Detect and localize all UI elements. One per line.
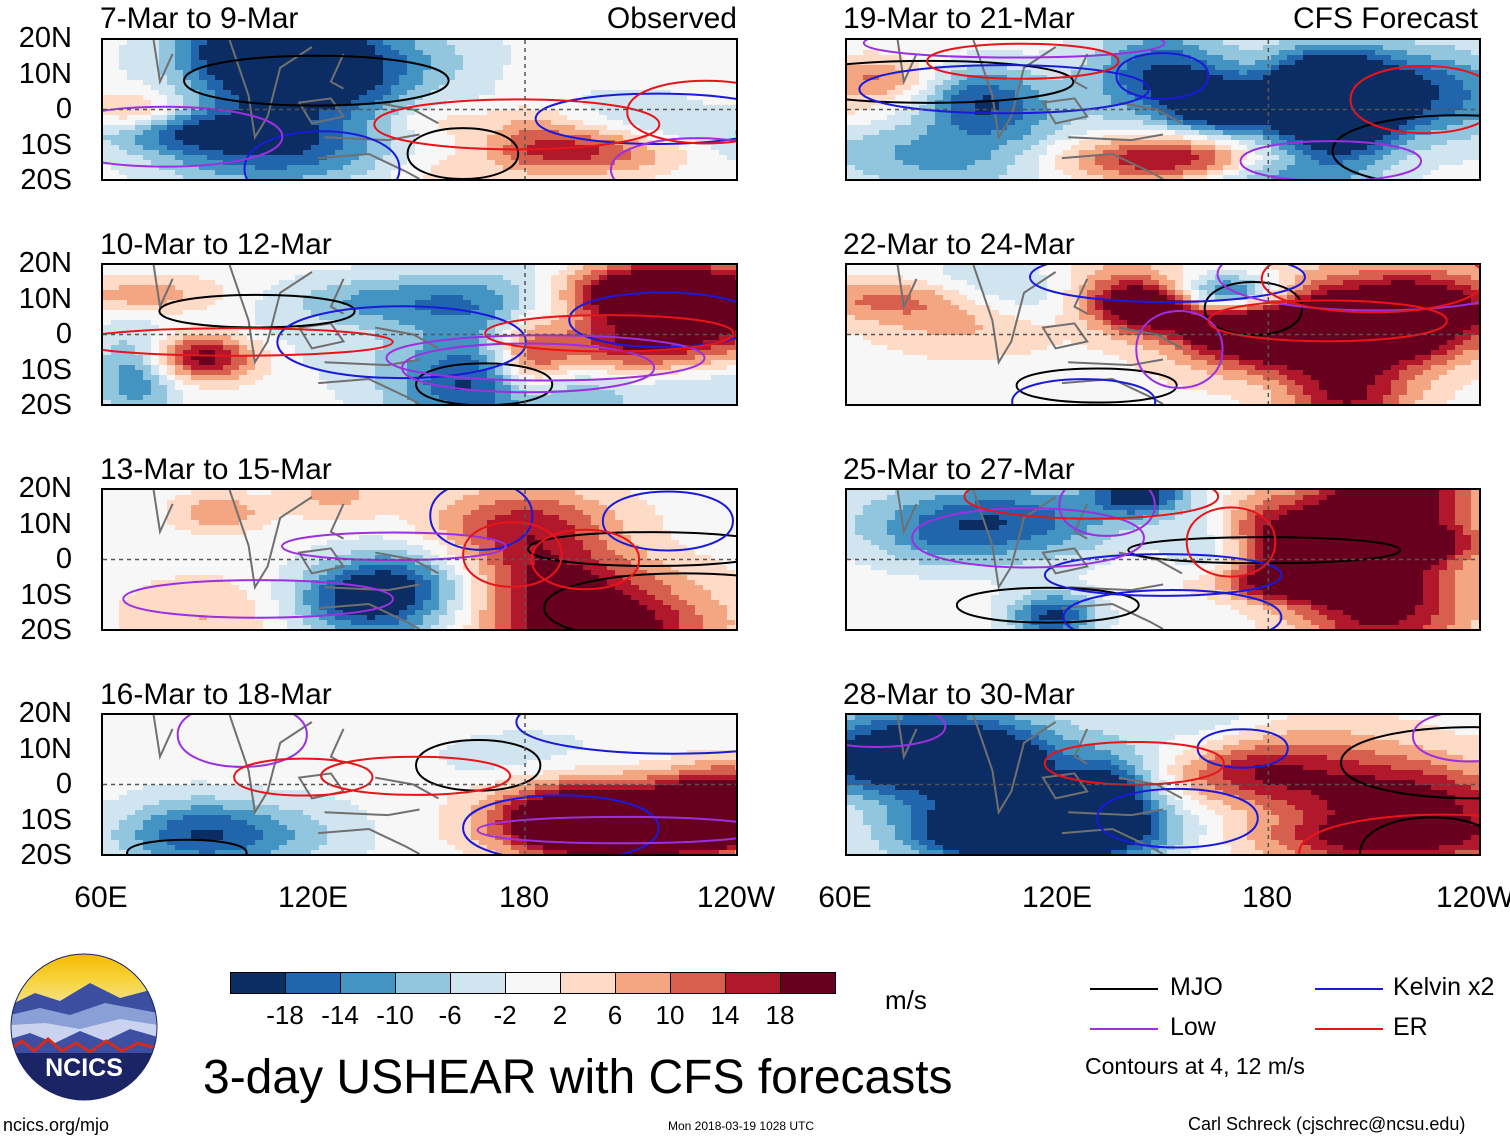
x-tick-label: 180 [498, 881, 550, 914]
colorbar-swatch [285, 972, 341, 994]
heatmap-field [103, 40, 736, 179]
colorbar-swatch [670, 972, 726, 994]
x-tick-label: 120E [277, 881, 349, 914]
column-label: Observed [606, 2, 737, 35]
colorbar-tick-label: -18 [266, 1000, 304, 1030]
heatmap-map [101, 713, 738, 856]
heatmap-map [101, 38, 738, 181]
heatmap-map [101, 488, 738, 631]
panel-period: 16-Mar to 18-Mar [100, 678, 332, 711]
heatmap-field [103, 490, 736, 629]
colorbar-swatch [340, 972, 396, 994]
x-tick-label: 60E [818, 881, 872, 914]
y-tick-label: 20N [18, 22, 72, 54]
panel-period: 28-Mar to 30-Mar [843, 678, 1075, 711]
x-tick-label: 120E [1021, 881, 1093, 914]
legend-label-er: ER [1393, 1013, 1428, 1041]
legend-label-mjo: MJO [1170, 973, 1223, 1001]
heatmap-map [845, 488, 1481, 631]
y-tick-label: 10S [20, 128, 72, 161]
heatmap-map [845, 263, 1481, 406]
colorbar-swatch [230, 972, 286, 994]
panel-period: 7-Mar to 9-Mar [100, 2, 299, 35]
y-tick-label: 20N [18, 472, 72, 504]
author-credit: Carl Schreck (cjschrec@ncsu.edu) [1188, 1114, 1466, 1134]
x-tick-label: 120W [1436, 883, 1510, 913]
y-tick-label: 10S [20, 578, 72, 611]
colorbar-units: m/s [885, 985, 927, 1015]
y-tick-label: 20S [20, 164, 72, 196]
panel-period: 22-Mar to 24-Mar [843, 228, 1075, 261]
heatmap-map [845, 38, 1481, 181]
colorbar-tick-label: 14 [710, 1000, 740, 1030]
legend-label-low: Low [1170, 1013, 1216, 1041]
heatmap-field [847, 715, 1479, 854]
chart-title: 3-day USHEAR with CFS forecasts [203, 1051, 953, 1104]
colorbar-swatch [725, 972, 781, 994]
y-tick-label: 0 [55, 768, 72, 800]
colorbar-tick-label: 10 [655, 1000, 685, 1030]
colorbar-tick-label: 18 [765, 1000, 795, 1030]
y-tick-label: 10N [18, 732, 72, 765]
heatmap-field [847, 40, 1479, 179]
timestamp: Mon 2018-03-19 1028 UTC [668, 1119, 815, 1133]
site-link[interactable]: ncics.org/mjo [3, 1115, 110, 1135]
colorbar-swatch [780, 972, 836, 994]
y-tick-label: 20N [18, 697, 72, 729]
colorbar-tick-label: -2 [493, 1000, 517, 1030]
heatmap-field [847, 490, 1479, 629]
legend-swatch-er [1315, 1028, 1383, 1030]
y-tick-label: 20S [20, 614, 72, 646]
logo-text: NCICS [45, 1054, 123, 1082]
heatmap-map [845, 713, 1481, 856]
colorbar-tick-label: -14 [321, 1000, 359, 1030]
panel-period: 13-Mar to 15-Mar [100, 453, 332, 486]
contour-note: Contours at 4, 12 m/s [1085, 1053, 1305, 1079]
y-tick-label: 0 [55, 543, 72, 575]
column-label: CFS Forecast [1292, 2, 1478, 35]
legend-label-kelvin: Kelvin x2 [1393, 973, 1495, 1001]
colorbar-swatch [395, 972, 451, 994]
y-tick-label: 10S [20, 353, 72, 386]
panel-period: 19-Mar to 21-Mar [843, 2, 1075, 35]
y-tick-label: 10N [18, 282, 72, 315]
y-tick-label: 0 [55, 93, 72, 125]
y-tick-label: 10N [18, 57, 72, 90]
colorbar-tick-label: -6 [438, 1000, 462, 1030]
panel-period: 25-Mar to 27-Mar [843, 453, 1075, 486]
legend-swatch-kelvin [1315, 988, 1383, 990]
legend-swatch-low [1090, 1028, 1158, 1030]
y-tick-label: 20S [20, 839, 72, 871]
colorbar-swatch [505, 972, 561, 994]
y-tick-label: 20S [20, 389, 72, 421]
heatmap-field [103, 715, 736, 854]
colorbar-swatch [560, 972, 616, 994]
colorbar-swatch [615, 972, 671, 994]
x-tick-label: 120W [696, 881, 776, 914]
panel-period: 10-Mar to 12-Mar [100, 228, 332, 261]
y-tick-label: 10N [18, 507, 72, 540]
y-tick-label: 20N [18, 247, 72, 279]
x-tick-label: 180 [1241, 881, 1293, 914]
legend-swatch-mjo [1090, 988, 1158, 990]
y-tick-label: 10S [20, 803, 72, 836]
colorbar-tick-label: -10 [376, 1000, 414, 1030]
x-tick-label: 60E [74, 881, 128, 914]
colorbar-tick-label: 6 [607, 1000, 623, 1030]
y-tick-label: 0 [55, 318, 72, 350]
colorbar-swatch [450, 972, 506, 994]
ncics-logo: NCICS [10, 953, 158, 1101]
colorbar-tick-label: 2 [552, 1000, 568, 1030]
heatmap-map [101, 263, 738, 406]
heatmap-field [103, 265, 736, 404]
heatmap-field [847, 265, 1479, 404]
